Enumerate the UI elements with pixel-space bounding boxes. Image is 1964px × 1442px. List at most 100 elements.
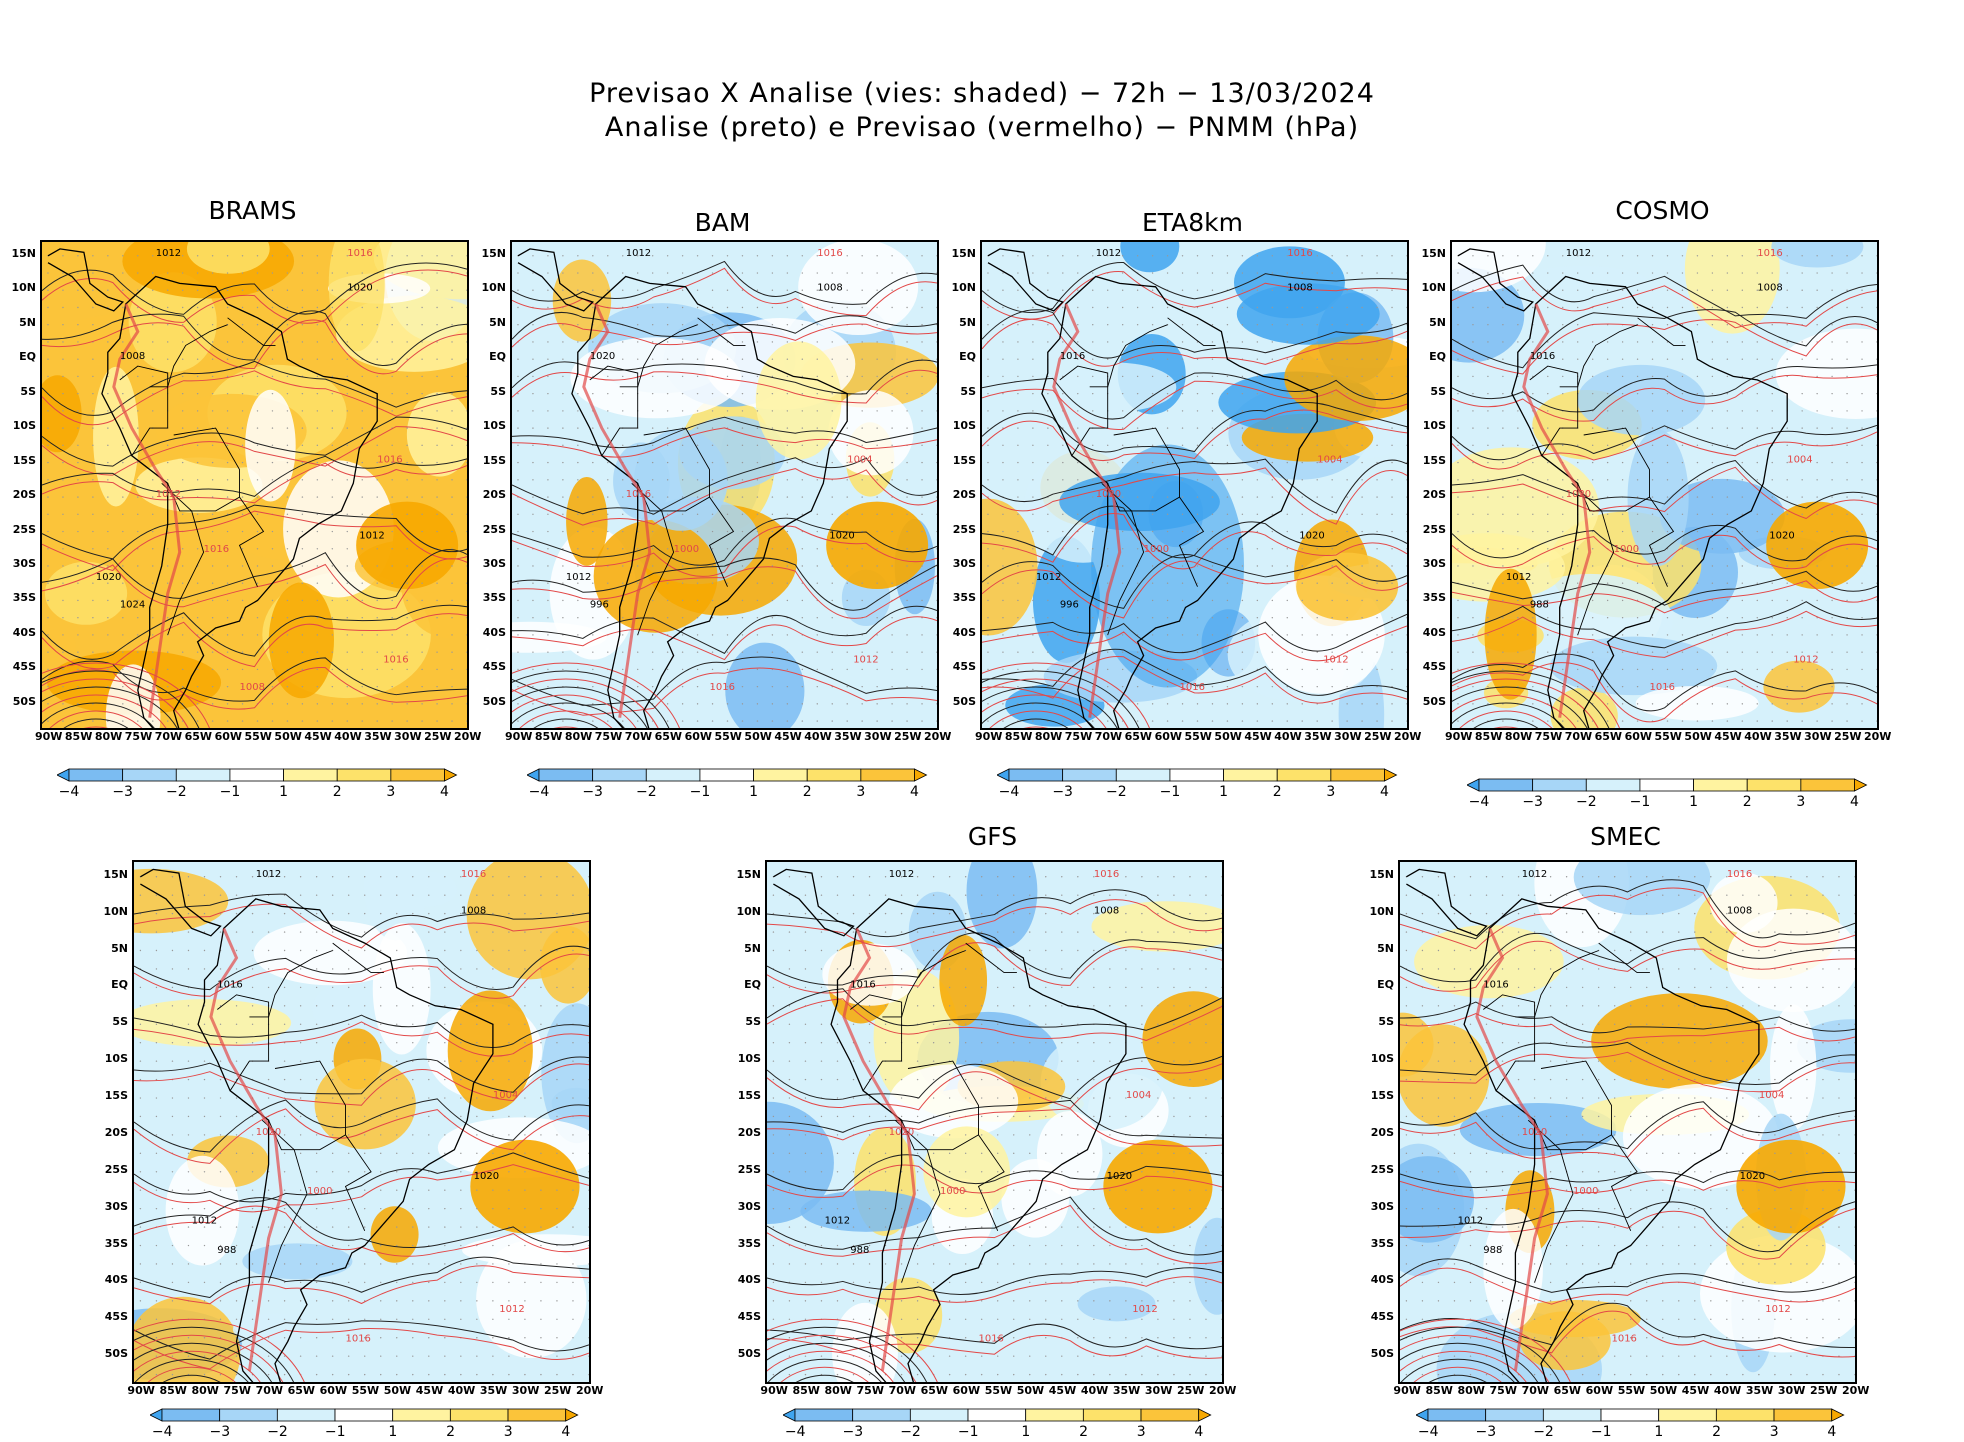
grid-dot [837,1300,838,1301]
grid-dot [317,479,318,480]
grid-dot [1532,255,1533,256]
grid-dot [1712,479,1713,480]
grid-dot [140,1263,141,1264]
grid-dot [460,1374,461,1375]
grid-dot [1062,255,1063,256]
grid-dot [1331,600,1332,601]
grid-dot [524,1374,525,1375]
grid-dot [156,1042,157,1043]
grid-dot [1077,410,1078,411]
latitude-tick-label: 10N [1421,281,1446,294]
grid-dot [697,583,698,584]
grid-dot [1742,427,1743,428]
grid-dot [451,651,452,652]
longitude-tick-label: 55W [1654,730,1681,743]
grid-dot [622,583,623,584]
grid-dot [757,290,758,291]
grid-dot [1167,617,1168,618]
grid-dot [1047,290,1048,291]
grid-dot [547,651,548,652]
grid-dot [1457,410,1458,411]
grid-dot [1532,531,1533,532]
grid-dot [460,931,461,932]
grid-dot [1152,410,1153,411]
grid-dot [1712,358,1713,359]
longitude-tick-label: 25W [1834,730,1861,743]
grid-dot [1861,341,1862,342]
grid-dot [391,376,392,377]
grid-dot [380,1208,381,1209]
grid-dot [637,341,638,342]
grid-dot [396,1263,397,1264]
grid-dot [300,1079,301,1080]
grid-dot [876,393,877,394]
grid-dot [1391,531,1392,532]
grid-dot [757,410,758,411]
grid-dot [257,548,258,549]
grid-dot [257,376,258,377]
grid-dot [1227,479,1228,480]
grid-dot [1361,531,1362,532]
grid-dot [869,1282,870,1283]
grid-dot [451,290,452,291]
grid-dot [1846,496,1847,497]
grid-dot [1257,358,1258,359]
grid-dot [1212,445,1213,446]
grid-dot [1607,514,1608,515]
grid-dot [1122,565,1123,566]
grid-dot [987,290,988,291]
grid-dot [1137,393,1138,394]
grid-dot [204,1245,205,1246]
grid-dot [1032,600,1033,601]
grid-dot [562,393,563,394]
grid-dot [1317,686,1318,687]
grid-dot [1547,634,1548,635]
grid-dot [1652,565,1653,566]
grid-dot [252,1134,253,1135]
grid-dot [444,913,445,914]
grid-dot [156,1374,157,1375]
grid-dot [252,1208,253,1209]
grid-dot [1227,583,1228,584]
colorbar-label: 1 [1689,794,1698,810]
grid-dot [1227,669,1228,670]
grid-dot [1532,583,1533,584]
grid-dot [607,393,608,394]
grid-dot [562,410,563,411]
grid-dot [772,341,773,342]
grid-dot [837,1337,838,1338]
grid-dot [1502,583,1503,584]
grid-dot [1137,720,1138,721]
grid-dot [1002,600,1003,601]
grid-dot [821,1300,822,1301]
grid-dot [1152,307,1153,308]
grid-dot [1331,479,1332,480]
grid-dot [1167,427,1168,428]
grid-dot [1331,341,1332,342]
grid-dot [885,1282,886,1283]
grid-dot [476,1060,477,1061]
grid-dot [1182,720,1183,721]
grid-dot [212,410,213,411]
grid-dot [712,514,713,515]
grid-dot [332,686,333,687]
grid-dot [1302,479,1303,480]
grid-dot [204,1134,205,1135]
grid-dot [62,358,63,359]
grid-dot [712,324,713,325]
grid-dot [62,531,63,532]
grid-dot [188,968,189,969]
grid-dot [1562,290,1563,291]
grid-dot [652,686,653,687]
longitude-tick-label: 45W [416,1384,443,1397]
grid-dot [802,290,803,291]
grid-dot [156,1097,157,1098]
grid-dot [1331,255,1332,256]
grid-dot [1032,272,1033,273]
grid-dot [268,1300,269,1301]
grid-dot [451,583,452,584]
grid-dot [1182,669,1183,670]
grid-dot [242,324,243,325]
grid-dot [1622,255,1623,256]
